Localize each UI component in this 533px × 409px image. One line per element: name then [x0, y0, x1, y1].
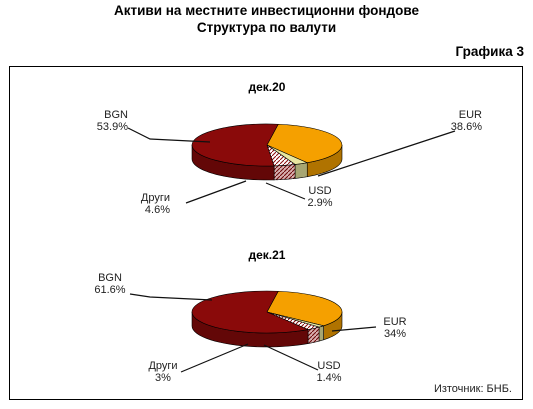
slice-value-label-other: 3%	[155, 372, 171, 384]
leader-line-eur	[331, 326, 377, 332]
leader-line-usd	[263, 344, 319, 371]
figure-label: Графика 3	[455, 44, 524, 59]
slice-value-label-usd: 2.9%	[307, 197, 332, 209]
chart-subtitle: Структура по валути	[196, 20, 337, 35]
leader-line-usd	[265, 182, 306, 200]
slice-name-label-eur: EUR	[459, 109, 482, 121]
slice-value-label-usd: 1.4%	[316, 372, 341, 384]
leader-line-eur	[317, 130, 456, 177]
pie-title: дек.21	[249, 248, 286, 262]
slice-name-label-other: Други	[148, 360, 177, 372]
slice-name-label-bgn: BGN	[104, 109, 128, 121]
slice-value-label-eur: 34%	[384, 328, 406, 340]
source-note: Източник: БНБ.	[434, 383, 512, 395]
slice-name-label-eur: EUR	[383, 316, 406, 328]
slice-top-bgn	[191, 123, 279, 167]
leader-line-other	[185, 180, 247, 204]
slice-name-label-usd: USD	[308, 185, 331, 197]
slice-side-other	[307, 326, 320, 344]
slice-value-label-eur: 38.6%	[451, 121, 482, 133]
chart-frame	[9, 66, 523, 400]
slice-side-usd	[294, 162, 308, 179]
slice-name-label-usd: USD	[317, 360, 340, 372]
slice-name-label-bgn: BGN	[98, 272, 122, 284]
leader-line-bgn	[129, 293, 213, 301]
slice-value-label-bgn: 61.6%	[94, 284, 125, 296]
chart-title: Активи на местните инвестиционни фондове	[114, 3, 419, 18]
slice-side-other	[273, 164, 296, 181]
slice-value-label-bgn: 53.9%	[97, 121, 128, 133]
slice-side-usd	[318, 325, 324, 342]
slice-top-eur	[266, 290, 343, 327]
slice-value-label-other: 4.6%	[145, 204, 170, 216]
slice-name-label-other: Други	[141, 192, 170, 204]
slice-top-bgn	[191, 290, 310, 334]
pie-title: дек.20	[249, 80, 286, 94]
leader-line-other	[180, 343, 249, 373]
leader-line-bgn	[127, 127, 211, 143]
